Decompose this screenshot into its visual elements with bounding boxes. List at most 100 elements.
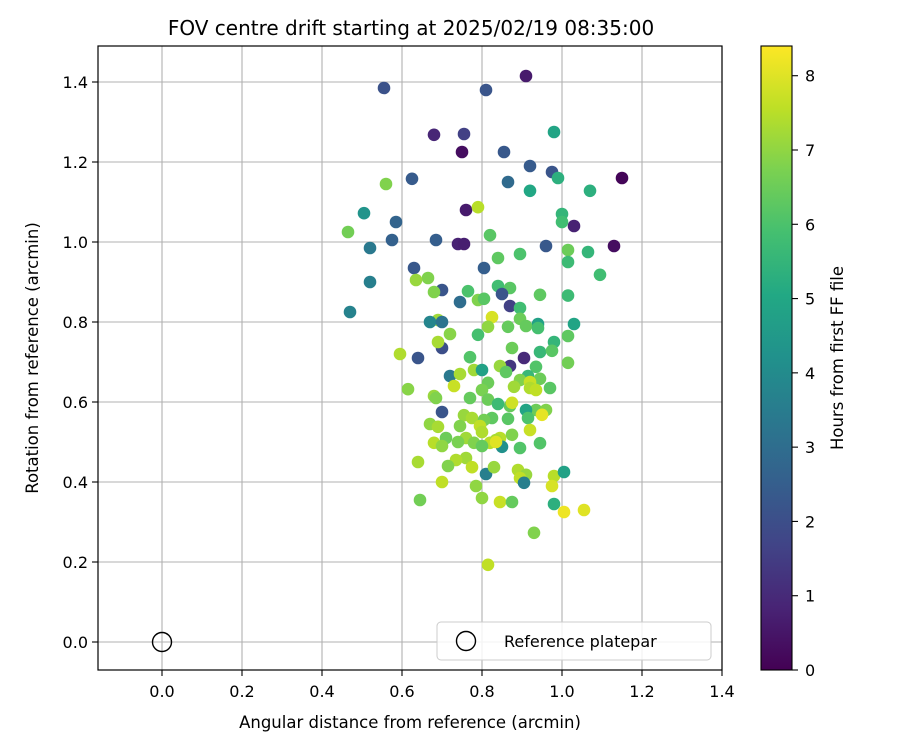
legend-label: Reference platepar — [504, 632, 657, 651]
data-point — [501, 320, 515, 334]
data-point — [469, 479, 483, 493]
y-axis-label: Rotation from reference (arcmin) — [23, 222, 42, 494]
data-point — [379, 177, 393, 191]
y-tick-label: 0.0 — [63, 633, 88, 652]
data-point — [489, 435, 503, 449]
data-point — [475, 363, 489, 377]
data-point — [497, 145, 511, 159]
colorbar-tick-label: 8 — [805, 67, 815, 86]
y-tick-label: 0.4 — [63, 473, 88, 492]
colorbar-tick-label: 3 — [805, 438, 815, 457]
data-point — [543, 381, 557, 395]
x-tick-label: 0.2 — [229, 682, 254, 701]
data-point — [615, 171, 629, 185]
data-point — [523, 423, 537, 437]
data-point — [409, 273, 423, 287]
data-point — [463, 350, 477, 364]
data-point — [567, 317, 581, 331]
data-point — [453, 295, 467, 309]
data-point — [547, 469, 561, 483]
data-point — [507, 380, 521, 394]
data-point — [523, 159, 537, 173]
data-point — [451, 435, 465, 449]
data-points — [341, 69, 629, 572]
data-point — [357, 206, 371, 220]
data-point — [557, 505, 571, 519]
data-point — [461, 284, 475, 298]
x-tick-label: 0.6 — [389, 682, 414, 701]
data-point — [545, 479, 559, 493]
data-point — [561, 356, 575, 370]
data-point — [431, 335, 445, 349]
y-tick-label: 0.6 — [63, 393, 88, 412]
data-point — [581, 245, 595, 259]
x-axis-ticks: 0.0 0.2 0.4 0.6 0.8 1.0 1.2 1.4 — [149, 670, 735, 701]
data-point — [505, 341, 519, 355]
plot-frame — [97, 45, 723, 671]
data-point — [523, 184, 537, 198]
data-point — [459, 451, 473, 465]
x-tick-label: 0.0 — [149, 682, 174, 701]
chart-title: FOV centre drift starting at 2025/02/19 … — [168, 16, 654, 40]
data-point — [557, 465, 571, 479]
data-point — [535, 408, 549, 422]
data-point — [455, 145, 469, 159]
data-point — [501, 412, 515, 426]
data-point — [529, 383, 543, 397]
data-point — [583, 184, 597, 198]
data-point — [475, 425, 489, 439]
data-point — [533, 345, 547, 359]
legend: Reference platepar — [436, 621, 712, 661]
y-tick-label: 0.2 — [63, 553, 88, 572]
data-point — [363, 241, 377, 255]
data-point — [593, 268, 607, 282]
data-point — [491, 397, 505, 411]
data-point — [513, 441, 527, 455]
data-point — [561, 255, 575, 269]
data-point — [561, 289, 575, 302]
data-point — [431, 420, 445, 434]
data-point — [561, 243, 575, 257]
data-point — [385, 233, 399, 247]
data-point — [483, 228, 497, 242]
data-point — [475, 383, 489, 397]
data-point — [527, 526, 541, 540]
data-point — [505, 396, 519, 410]
data-point — [539, 239, 553, 253]
data-point — [435, 439, 449, 453]
colorbar-tick-label: 6 — [805, 215, 815, 234]
data-point — [471, 200, 485, 214]
y-axis-ticks: 0.0 0.2 0.4 0.6 0.8 1.0 1.2 1.4 — [63, 73, 98, 652]
data-point — [495, 287, 509, 301]
data-point — [389, 215, 403, 229]
data-point — [457, 127, 471, 141]
data-point — [457, 237, 471, 251]
data-point — [481, 558, 495, 572]
grid — [98, 46, 723, 670]
data-point — [459, 203, 473, 217]
x-tick-label: 1.4 — [709, 682, 734, 701]
colorbar-tick-label: 2 — [805, 512, 815, 531]
data-point — [519, 319, 533, 333]
reference-platepar-marker — [151, 631, 173, 653]
data-point — [453, 419, 467, 433]
data-point — [341, 225, 355, 239]
data-point — [533, 288, 547, 302]
data-point — [427, 285, 441, 299]
data-point — [421, 271, 435, 285]
data-point — [435, 475, 449, 489]
data-point — [443, 369, 457, 383]
data-point — [343, 305, 357, 319]
data-point — [363, 275, 377, 289]
y-tick-label: 1.2 — [63, 153, 88, 172]
data-point — [501, 175, 515, 189]
data-point — [481, 393, 495, 406]
data-point — [481, 320, 495, 334]
legend-marker — [455, 630, 477, 652]
colorbar-tick-label: 5 — [805, 290, 815, 309]
data-point — [519, 69, 533, 83]
colorbar-tick-label: 7 — [805, 141, 815, 160]
data-point — [443, 327, 457, 341]
data-point — [447, 379, 461, 393]
